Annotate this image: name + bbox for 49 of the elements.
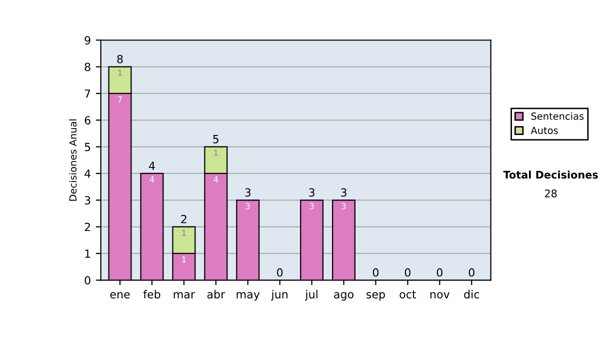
y-tick-label: 3 <box>84 196 90 205</box>
data-label: 1 <box>182 230 186 236</box>
data-label: 4 <box>150 176 154 182</box>
x-tick-label: jun <box>271 290 288 301</box>
total-label: 3 <box>341 188 346 197</box>
x-tick-label: abr <box>207 290 226 298</box>
x-tick-label: ago <box>334 292 354 301</box>
y-axis-title: Decisiones Anual <box>69 119 77 201</box>
y-tick-label: 0 <box>84 276 90 285</box>
y-tick-label: 5 <box>84 142 90 152</box>
x-tick-label: feb <box>143 290 160 298</box>
data-label: 1 <box>214 150 218 156</box>
x-tick-label: sep <box>366 292 385 301</box>
total-label: 0 <box>436 268 442 277</box>
legend-label: Autos <box>530 126 558 134</box>
total-label: 8 <box>117 54 123 64</box>
x-tick-label: may <box>236 292 260 301</box>
total-label: 5 <box>213 135 218 144</box>
y-tick-label: 8 <box>84 62 90 72</box>
y-tick-label: 6 <box>84 116 90 125</box>
total-label: 0 <box>404 268 410 277</box>
total-label: 3 <box>309 188 314 197</box>
y-tick-label: 7 <box>84 90 90 98</box>
x-tick-label: nov <box>430 292 450 298</box>
data-label: 7 <box>118 96 122 102</box>
text: Total Decisiones <box>503 170 598 179</box>
total-label: 3 <box>245 188 250 197</box>
x-tick-label: mar <box>174 292 196 298</box>
text: 28 <box>544 189 557 198</box>
legend-label: Sentencias <box>531 112 584 120</box>
y-tick-label: 2 <box>84 222 90 232</box>
y-tick-label: 4 <box>84 170 90 178</box>
data-label: 1 <box>118 70 122 76</box>
total-label: 0 <box>468 268 474 277</box>
total-label: 0 <box>372 268 379 277</box>
data-label: 1 <box>182 256 186 262</box>
x-tick-label: oct <box>400 290 416 298</box>
x-tick-label: jul <box>304 290 318 301</box>
total-label: 4 <box>148 162 155 170</box>
data-label: 4 <box>214 176 218 182</box>
x-tick-label: ene <box>110 292 130 298</box>
y-tick-label: 1 <box>85 250 90 258</box>
total-label: 2 <box>181 214 186 224</box>
y-tick-label: 9 <box>84 36 90 44</box>
total-label: 0 <box>277 268 283 277</box>
data-label: 3 <box>342 202 346 210</box>
data-label: 3 <box>246 202 250 210</box>
x-tick-label: dic <box>464 290 480 298</box>
data-label: 3 <box>310 202 314 210</box>
